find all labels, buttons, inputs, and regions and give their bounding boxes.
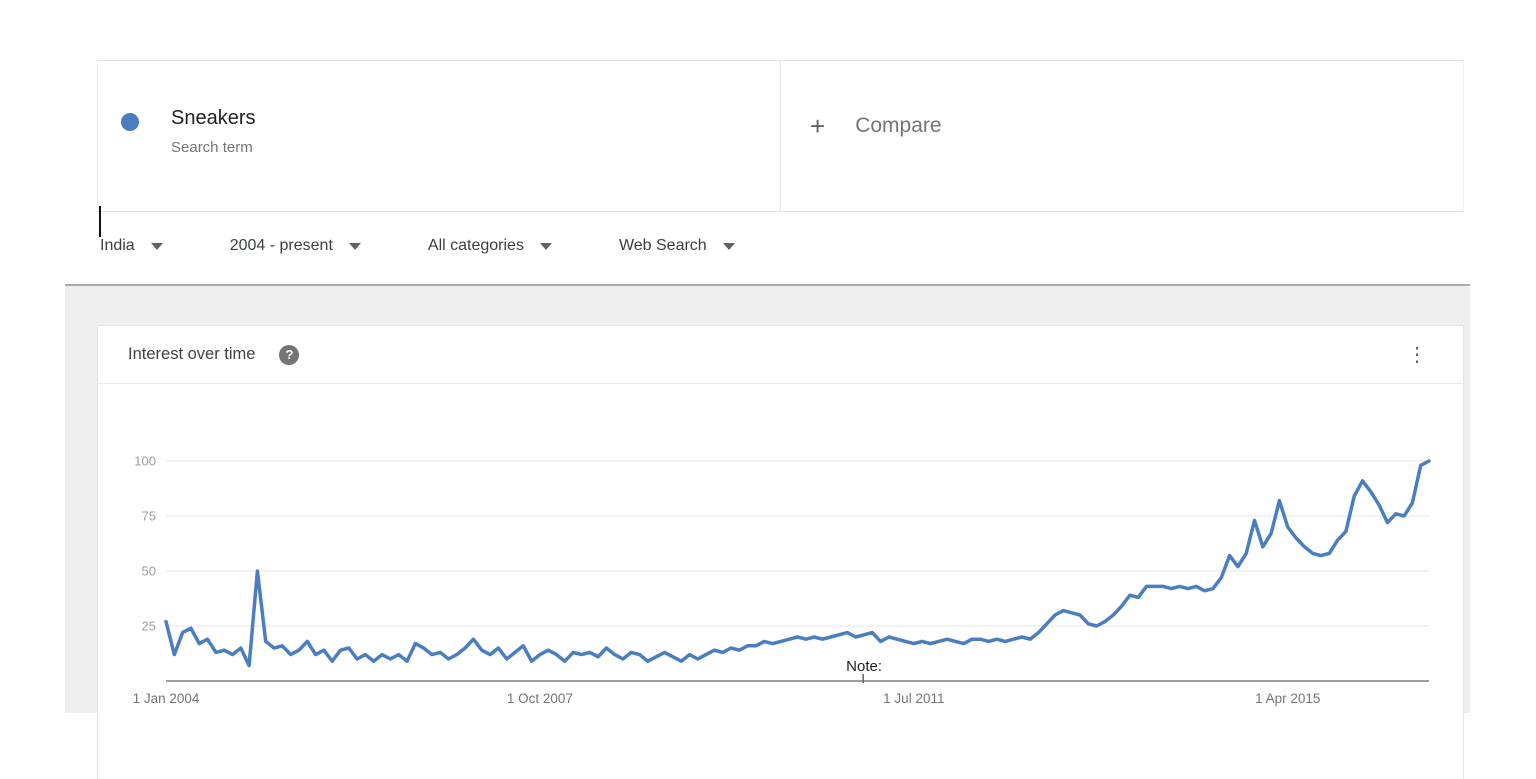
compare-button[interactable]: + Compare [810,113,942,139]
time-range-filter-label: 2004 - present [229,237,333,254]
search-term-subtitle: Search term [171,139,253,156]
chevron-down-icon [150,242,163,250]
region-filter-label: India [100,237,135,254]
note-label: Note: [846,658,882,675]
x-axis-tick-label: 1 Oct 2007 [507,691,573,706]
category-filter-dropdown[interactable]: All categories [428,237,552,255]
category-filter-label: All categories [427,237,524,254]
help-icon[interactable]: ? [279,344,300,365]
time-range-filter-dropdown[interactable]: 2004 - present [230,237,361,255]
interest-over-time-card: Interest over time ? ⋮ 25 50 75 100 1 Jan 20… [97,325,1464,779]
x-axis-tick-label: 1 Jan 2004 [133,691,200,706]
chevron-down-icon [348,242,361,250]
search-type-filter-dropdown[interactable]: Web Search [619,237,735,255]
chevron-down-icon [722,242,735,250]
y-axis-tick-label: 75 [142,509,156,524]
x-axis-tick-label: 1 Apr 2015 [1255,691,1320,706]
y-axis-tick-label: 25 [142,619,156,634]
y-axis-tick-label: 100 [134,454,156,469]
y-axis-tick-label: 50 [142,564,156,579]
panel-divider [780,60,781,212]
plus-icon: + [810,111,826,141]
series-color-dot [121,113,139,131]
chevron-down-icon [539,242,552,250]
card-header: Interest over time ? ⋮ [98,326,1463,384]
kebab-menu-icon[interactable]: ⋮ [1407,343,1427,366]
section-divider [65,284,1470,286]
search-term-title[interactable]: Sneakers [171,107,256,129]
text-cursor [99,206,101,237]
region-filter-dropdown[interactable]: India [100,237,163,255]
trend-line[interactable] [164,459,1431,668]
card-title: Interest over time [128,345,256,363]
compare-label: Compare [855,114,942,137]
interest-chart: 25 50 75 100 1 Jan 2004 1 Oct 2007 1 Jul 2011 1… [133,454,1431,706]
filters-bar: India 2004 - present All categories Web … [100,237,735,255]
search-type-filter-label: Web Search [618,237,707,254]
x-axis-tick-label: 1 Jul 2011 [883,691,944,706]
